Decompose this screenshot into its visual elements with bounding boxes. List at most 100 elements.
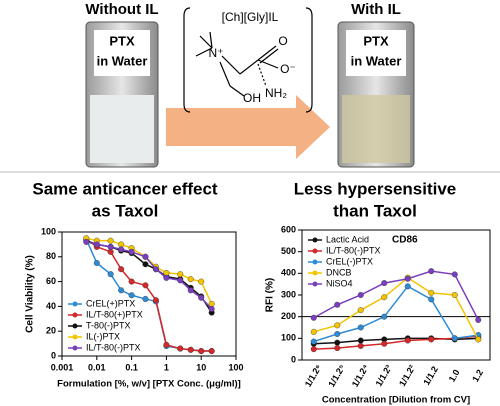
- y-tick-label: 200: [281, 311, 296, 321]
- legend-label: IL/T-80(-)PTX: [326, 245, 381, 255]
- vial-left: [85, 21, 159, 168]
- data-point: [428, 296, 435, 303]
- x-tick-label: 1/1.2: [421, 365, 440, 387]
- data-point: [208, 305, 215, 312]
- data-point: [187, 346, 194, 353]
- data-point: [93, 260, 100, 267]
- data-point: [404, 283, 411, 290]
- data-point: [310, 314, 317, 321]
- data-point: [334, 301, 341, 308]
- data-point: [357, 337, 364, 344]
- data-point: [187, 276, 194, 283]
- data-point: [83, 238, 90, 245]
- legend-label: Lactic Acid: [326, 234, 369, 244]
- legend-label: NiSO4: [326, 278, 353, 288]
- data-point: [142, 261, 149, 268]
- chart-title: as Taxol: [92, 201, 159, 220]
- x-tick-label: 10: [196, 362, 206, 372]
- x-axis-label: Concentration [Dilution from CV]: [322, 395, 470, 406]
- y-tick-label: 600: [281, 224, 296, 234]
- data-point: [142, 282, 149, 289]
- data-point: [198, 294, 205, 301]
- x-axis-label: Formulation [%, w/v] [PTX Conc. (μg/ml)]: [57, 379, 241, 390]
- data-point: [187, 287, 194, 294]
- data-point: [451, 271, 458, 278]
- atom: N⁺: [209, 46, 224, 60]
- y-tick-label: 0: [51, 350, 56, 360]
- charts: Same anticancer effect as Taxol 0 20 40 60 80 1…: [25, 179, 491, 406]
- data-point: [357, 307, 364, 314]
- legend-marker: [72, 301, 78, 307]
- x-tick-label: 1/1.2³: [374, 363, 394, 388]
- y-tick-label: 300: [281, 289, 296, 299]
- x-tick-label: 0.01: [88, 362, 106, 372]
- data-point: [334, 339, 341, 346]
- y-tick-label: 100: [281, 333, 296, 343]
- data-point: [163, 341, 170, 348]
- x-tick-label: 1/1.2⁵: [326, 363, 347, 389]
- data-point: [451, 335, 458, 342]
- legend-marker: [312, 248, 318, 254]
- left-label: Without IL: [85, 1, 158, 18]
- x-tick-label: 1.0: [447, 368, 462, 384]
- legend-label: CrEL(+)PTX: [86, 298, 135, 308]
- data-point: [357, 324, 364, 331]
- series-line: [313, 276, 479, 340]
- legend-marker: [312, 259, 318, 265]
- data-point: [334, 331, 341, 338]
- y-tick-label: 400: [281, 268, 296, 278]
- right-label: With IL: [351, 1, 401, 18]
- legend-label: IL/T-80(-)PTX: [86, 342, 141, 352]
- legend-marker: [72, 334, 78, 340]
- vial-text: in Water: [97, 53, 148, 68]
- y-axis-label: RFI (%): [265, 278, 276, 312]
- vial-text: PTX: [363, 33, 389, 48]
- data-point: [381, 340, 388, 347]
- vial-right: [337, 21, 415, 168]
- x-tick-label: 1/1.2⁴: [350, 363, 371, 389]
- x-tick-label: 1/1.2²: [397, 363, 417, 388]
- data-point: [428, 336, 435, 343]
- data-point: [310, 346, 317, 353]
- data-point: [198, 348, 205, 355]
- chart-title: than Taxol: [333, 201, 417, 220]
- atom: NH₂: [265, 86, 287, 100]
- legend-label: IL(-)PTX: [86, 331, 120, 341]
- legend-marker: [72, 345, 78, 351]
- x-tick-label: 100: [228, 362, 243, 372]
- data-point: [177, 277, 184, 284]
- x-tick-label: 1: [164, 362, 169, 372]
- data-point: [428, 268, 435, 275]
- data-point: [381, 294, 388, 301]
- y-tick-label: 80: [46, 251, 56, 261]
- data-point: [128, 278, 135, 285]
- atom: OH: [243, 91, 261, 105]
- data-point: [152, 266, 159, 273]
- y-tick-label: 40: [46, 301, 56, 311]
- legend-marker: [312, 237, 318, 243]
- legend-label: CrEL(-)PTX: [326, 256, 373, 266]
- chart-title: Same anticancer effect: [32, 179, 218, 198]
- data-point: [208, 348, 215, 355]
- data-point: [381, 313, 388, 320]
- y-tick-label: 0: [291, 354, 296, 364]
- structure-name: [Ch][Gly]IL: [222, 10, 279, 24]
- y-tick-label: 500: [281, 246, 296, 256]
- legend-marker: [312, 270, 318, 276]
- legend-marker: [312, 281, 318, 287]
- data-point: [107, 271, 114, 278]
- data-point: [310, 338, 317, 345]
- data-point: [475, 316, 482, 323]
- structure: [183, 7, 313, 113]
- legend-label: DNCB: [326, 267, 352, 277]
- x-tick-label: 0.001: [51, 362, 74, 372]
- data-point: [310, 328, 317, 335]
- y-tick-label: 60: [46, 276, 56, 286]
- data-point: [142, 253, 149, 260]
- vial-text: in Water: [351, 53, 402, 68]
- data-point: [118, 287, 125, 294]
- data-point: [107, 243, 114, 250]
- data-point: [428, 289, 435, 296]
- data-point: [404, 275, 411, 282]
